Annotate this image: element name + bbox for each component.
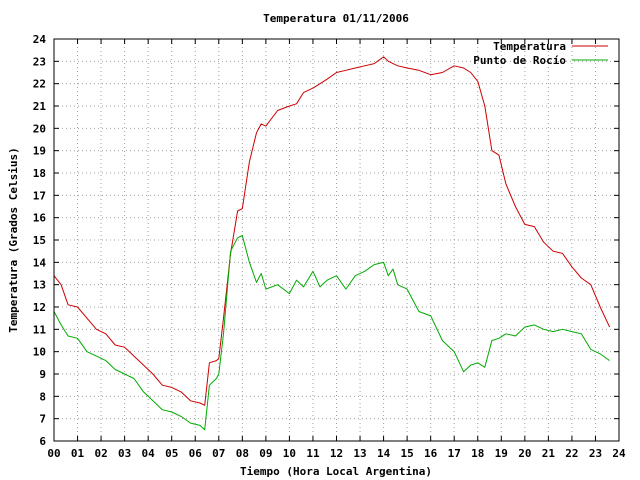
axis-ticks: 00 01 02 03 04 05 06 07 08 09 10 11 12 13 14 15 16 17 18 19… — [33, 33, 626, 460]
y-tick-label: 7 — [39, 413, 46, 426]
x-tick-label: 01 — [71, 447, 85, 460]
y-tick-label: 22 — [33, 78, 46, 91]
x-tick-label: 05 — [165, 447, 178, 460]
x-tick-label: 09 — [259, 447, 272, 460]
x-tick-label: 18 — [471, 447, 484, 460]
y-tick-label: 8 — [39, 390, 46, 403]
x-tick-label: 00 — [47, 447, 60, 460]
x-tick-label: 13 — [353, 447, 366, 460]
y-tick-label: 24 — [33, 33, 47, 46]
x-tick-label: 20 — [518, 447, 531, 460]
y-tick-label: 10 — [33, 346, 46, 359]
x-tick-label: 22 — [565, 447, 578, 460]
series-line-punto-de-rocio — [53, 235, 610, 431]
x-tick-label: 02 — [94, 447, 107, 460]
x-tick-label: 12 — [330, 447, 343, 460]
y-tick-label: 19 — [33, 145, 46, 158]
y-tick-label: 13 — [33, 279, 46, 292]
x-tick-label: 17 — [448, 447, 461, 460]
y-tick-label: 6 — [39, 435, 46, 448]
y-tick-label: 12 — [33, 301, 46, 314]
chart-title: Temperatura 01/11/2006 — [263, 12, 409, 25]
y-tick-label: 21 — [33, 100, 47, 113]
legend-label: Punto de Rocío — [473, 54, 566, 67]
x-tick-label: 04 — [142, 447, 156, 460]
x-tick-label: 06 — [189, 447, 203, 460]
y-tick-label: 14 — [33, 256, 47, 269]
x-tick-label: 08 — [236, 447, 249, 460]
plot-frame — [53, 38, 620, 442]
x-tick-label: 15 — [401, 447, 414, 460]
x-tick-label: 19 — [495, 447, 508, 460]
series-group — [53, 56, 611, 431]
y-tick-label: 23 — [33, 55, 46, 68]
x-tick-label: 11 — [306, 447, 320, 460]
y-tick-label: 18 — [33, 167, 46, 180]
x-tick-label: 10 — [283, 447, 296, 460]
y-tick-label: 11 — [33, 323, 47, 336]
x-tick-label: 23 — [589, 447, 602, 460]
x-tick-label: 14 — [377, 447, 391, 460]
y-tick-label: 16 — [33, 212, 47, 225]
legend-label: Temperatura — [493, 40, 566, 53]
y-tick-label: 20 — [33, 122, 46, 135]
x-tick-label: 07 — [212, 447, 225, 460]
y-tick-label: 15 — [33, 234, 46, 247]
x-tick-label: 03 — [118, 447, 131, 460]
chart-grid — [54, 39, 619, 441]
x-tick-label: 21 — [542, 447, 556, 460]
series-line-temperatura — [53, 56, 611, 406]
y-tick-label: 17 — [33, 189, 46, 202]
y-axis-label: Temperatura (Grados Celsius) — [7, 147, 20, 332]
x-tick-label: 16 — [424, 447, 438, 460]
x-tick-label: 24 — [612, 447, 626, 460]
x-axis-label: Tiempo (Hora Local Argentina) — [240, 465, 432, 478]
y-tick-label: 9 — [39, 368, 46, 381]
